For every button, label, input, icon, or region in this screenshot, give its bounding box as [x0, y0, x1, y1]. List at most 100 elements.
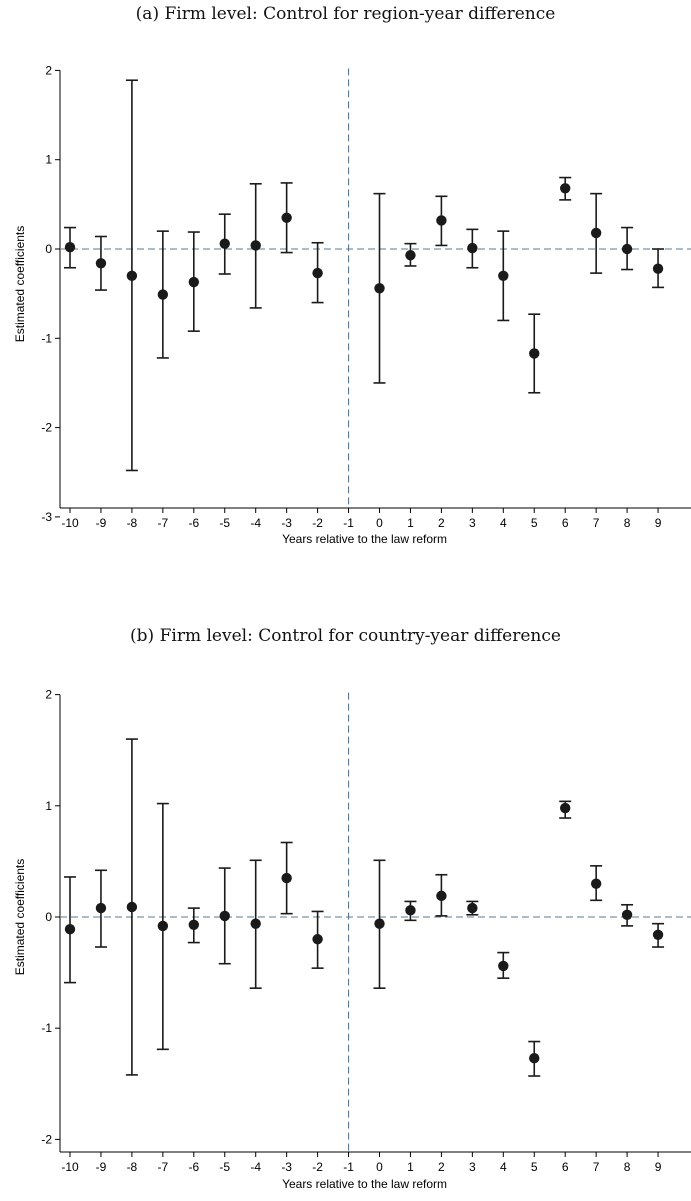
x-tick-label: 9 [655, 516, 662, 530]
coefficient-marker [652, 922, 665, 948]
x-tick-label: 5 [531, 516, 538, 530]
point-estimate [126, 270, 138, 281]
coefficient-marker [497, 230, 510, 322]
y-axis-title: Estimated coefficients [13, 859, 27, 976]
x-tick-label: 0 [376, 1160, 383, 1174]
coefficient-marker [187, 231, 200, 332]
y-tick-label: 1 [45, 799, 52, 813]
x-tick-label: 4 [500, 1160, 507, 1174]
x-tick-label: -4 [250, 1160, 261, 1174]
panel-a-title: (a) Firm level: Control for region-year … [135, 4, 556, 24]
point-estimate [436, 890, 447, 902]
point-estimate [621, 909, 633, 920]
point-estimate [652, 929, 664, 940]
point-estimate [590, 227, 602, 239]
x-tick-label: -10 [61, 1160, 79, 1174]
x-axis-title: Years relative to the law reform [282, 1177, 447, 1191]
coefficient-marker [590, 192, 603, 274]
coefficient-marker [125, 738, 138, 1076]
x-tick-label: 4 [500, 516, 507, 530]
point-estimate [560, 802, 571, 814]
point-estimate [467, 902, 478, 914]
point-estimate [281, 212, 292, 223]
x-tick-label: 2 [438, 516, 445, 530]
point-estimate [281, 872, 292, 884]
x-tick-label: 2 [438, 1160, 445, 1174]
x-tick-label: 7 [593, 516, 600, 530]
y-tick-label: 2 [45, 688, 52, 702]
point-estimate [560, 183, 571, 194]
coefficient-marker [249, 859, 262, 989]
coefficient-marker [404, 242, 417, 267]
point-estimate [374, 918, 385, 929]
coefficient-marker [590, 865, 603, 902]
coefficient-marker [559, 800, 572, 819]
coefficient-marker [218, 213, 231, 275]
x-tick-label: -1 [343, 516, 354, 530]
point-estimate [312, 934, 323, 945]
coefficient-marker [528, 1040, 541, 1077]
y-tick-label: 0 [45, 910, 52, 924]
x-tick-label: -3 [281, 516, 292, 530]
coefficient-marker [94, 235, 107, 291]
point-estimate [64, 924, 76, 935]
y-tick-label: 0 [45, 242, 52, 256]
x-tick-label: -3 [281, 1160, 292, 1174]
x-tick-label: -4 [250, 516, 261, 530]
coefficient-marker [652, 248, 665, 289]
y-tick-label: -3 [41, 510, 52, 524]
point-estimate [126, 901, 138, 913]
x-axis-title: Years relative to the law reform [282, 532, 447, 546]
y-tick-label: -2 [41, 421, 52, 435]
x-tick-label: -9 [96, 1160, 107, 1174]
x-tick-label: -6 [188, 1160, 199, 1174]
point-estimate [95, 902, 107, 914]
x-tick-label: -8 [127, 1160, 138, 1174]
coefficient-marker [435, 195, 448, 247]
y-tick-label: 2 [45, 63, 52, 77]
point-estimate [219, 910, 230, 922]
x-tick-label: -2 [312, 516, 323, 530]
coefficient-marker [156, 230, 169, 359]
y-tick-label: -2 [41, 1132, 52, 1146]
coefficient-marker [218, 867, 231, 965]
x-tick-label: 8 [624, 516, 631, 530]
point-estimate [405, 905, 416, 916]
coefficient-marker [64, 226, 76, 269]
point-estimate [95, 258, 107, 269]
x-tick-label: -6 [188, 516, 199, 530]
coefficient-marker [64, 876, 76, 984]
coefficient-marker [621, 226, 634, 271]
x-tick-label: -5 [219, 1160, 230, 1174]
x-tick-label: -10 [61, 516, 79, 530]
coefficient-marker [559, 176, 572, 201]
point-estimate [590, 878, 602, 889]
coefficient-marker [311, 241, 324, 304]
x-tick-label: 0 [376, 516, 383, 530]
x-tick-label: 6 [562, 1160, 569, 1174]
x-tick-label: -1 [343, 1160, 354, 1174]
point-estimate [250, 240, 261, 251]
point-estimate [157, 920, 169, 932]
x-tick-label: 9 [655, 1160, 662, 1174]
coefficient-marker [528, 313, 541, 394]
coefficient-marker [125, 79, 138, 472]
x-tick-label: -8 [127, 516, 138, 530]
point-estimate [219, 238, 230, 249]
x-tick-label: 1 [407, 516, 414, 530]
coefficient-marker [373, 859, 386, 989]
coefficient-marker [435, 873, 448, 917]
y-tick-label: -1 [41, 331, 52, 345]
y-tick-label: -1 [41, 1021, 52, 1035]
coefficient-marker [280, 841, 293, 915]
x-tick-label: -9 [96, 516, 107, 530]
x-tick-label: 5 [531, 1160, 538, 1174]
coefficient-marker [249, 183, 262, 309]
x-tick-label: -5 [219, 516, 230, 530]
point-estimate [652, 263, 664, 274]
point-estimate [250, 918, 261, 929]
x-tick-label: 3 [469, 1160, 476, 1174]
coefficient-marker [280, 182, 293, 254]
point-estimate [312, 267, 323, 279]
